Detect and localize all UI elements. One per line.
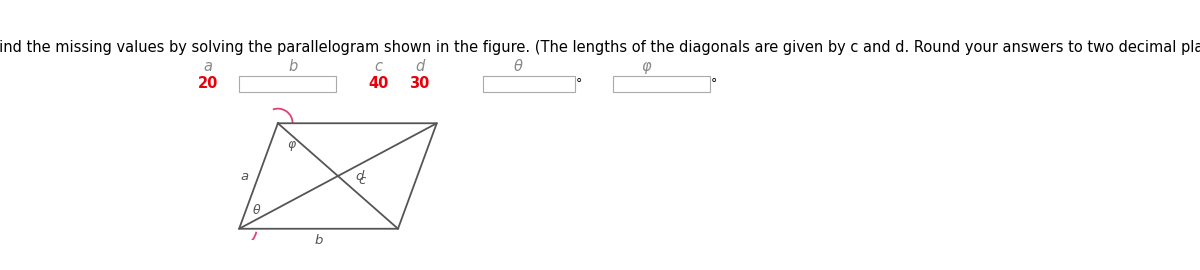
Text: θ: θ [514,59,523,74]
Text: c: c [359,174,366,187]
Bar [239,76,336,92]
Text: b: b [314,234,323,247]
Bar [613,76,709,92]
Text: d: d [415,59,425,74]
Text: d: d [355,170,364,183]
Bar [484,76,575,92]
Text: Find the missing values by solving the parallelogram shown in the figure. (The l: Find the missing values by solving the p… [0,40,1200,55]
Text: a: a [204,59,212,74]
Text: °: ° [710,77,716,90]
Text: φ: φ [641,59,650,74]
Text: a: a [240,170,248,183]
Text: 40: 40 [368,76,389,92]
Text: θ: θ [252,204,260,217]
Text: °: ° [576,77,582,90]
Text: φ: φ [288,138,296,151]
Text: b: b [289,59,298,74]
Text: c: c [374,59,383,74]
Text: 30: 30 [409,76,430,92]
Text: 20: 20 [198,76,218,92]
